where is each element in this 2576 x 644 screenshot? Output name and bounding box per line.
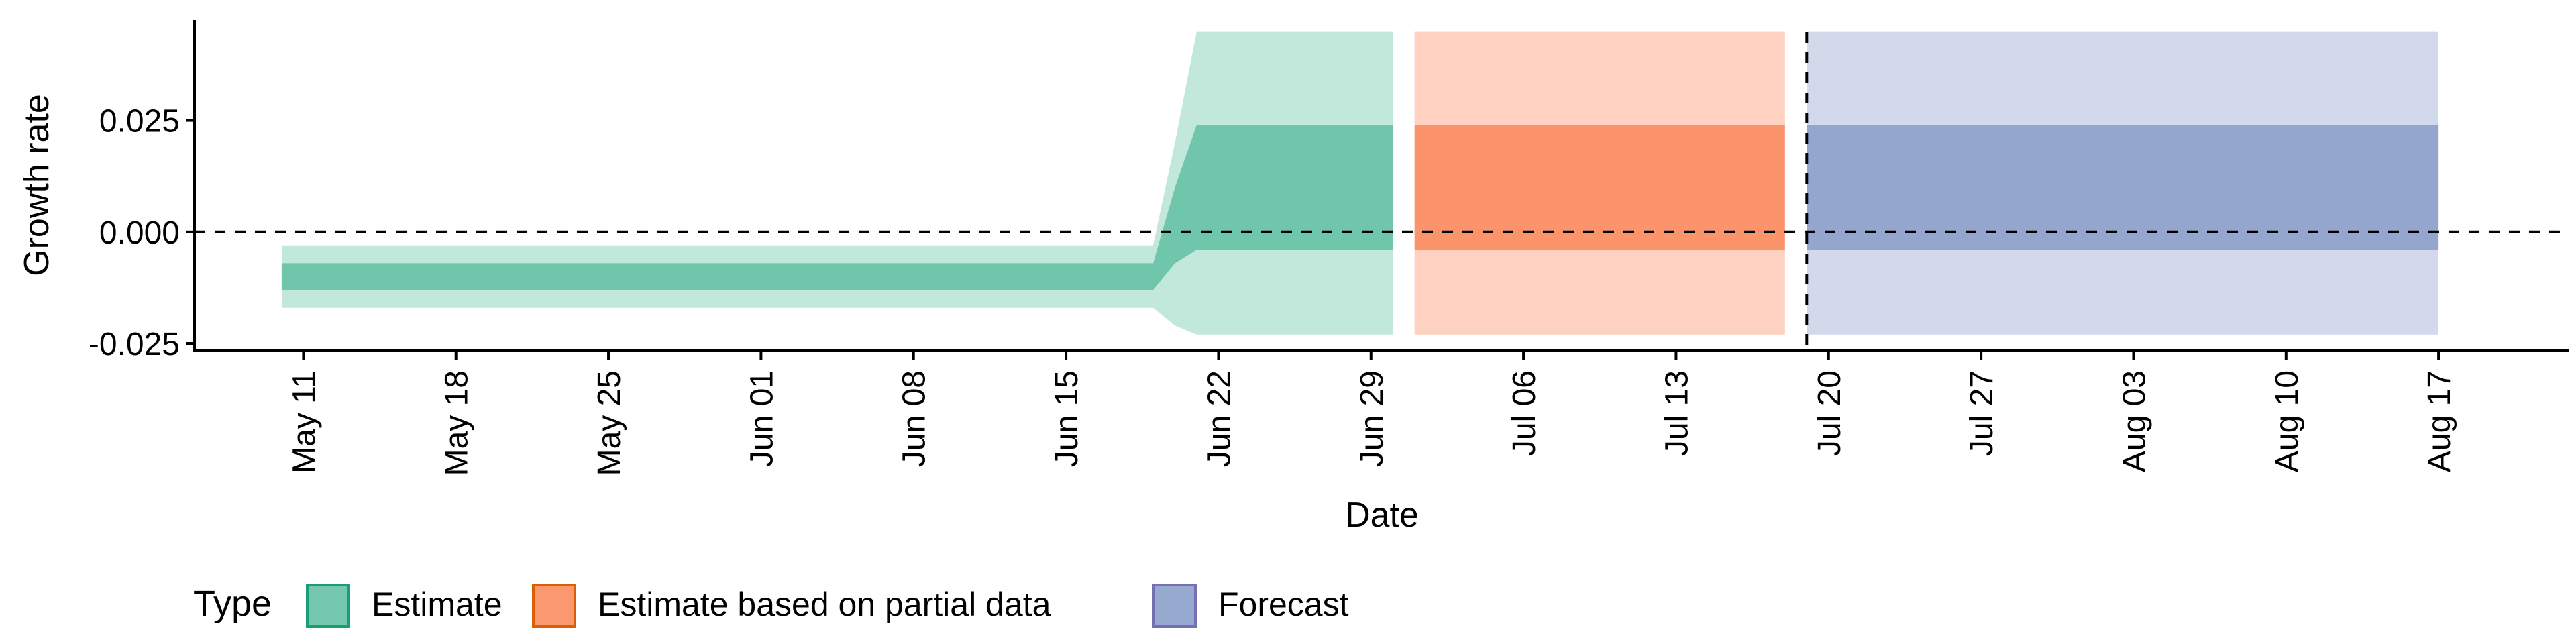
band-50-estimate-based-on-partial-data xyxy=(1414,125,1785,250)
legend-item-forecast: Forecast xyxy=(1152,584,1349,628)
x-tick-label: Jun 22 xyxy=(1201,370,1237,467)
x-tick-label: Jul 20 xyxy=(1812,370,1847,456)
x-tick-label: May 25 xyxy=(592,370,627,476)
x-tick-label: Aug 10 xyxy=(2269,370,2305,472)
band-50-forecast xyxy=(1807,125,2439,250)
legend-swatch xyxy=(532,584,576,628)
legend-title: Type xyxy=(193,584,272,624)
x-tick-label: May 18 xyxy=(439,370,475,476)
legend-swatch xyxy=(1152,584,1197,628)
y-tick-label: 0.025 xyxy=(99,104,180,140)
x-tick-label: Aug 03 xyxy=(2117,370,2153,472)
x-tick-label: Jul 27 xyxy=(1964,370,2000,456)
y-tick-label: 0.000 xyxy=(99,215,180,251)
x-ticks: May 11 May 18 May 25 Jun 01 Jun 08 Jun 15 Jun … xyxy=(286,350,2457,476)
reference-lines xyxy=(195,32,2569,350)
y-ticks: -0.025 0.000 0.025 xyxy=(89,104,195,362)
x-tick-label: Aug 17 xyxy=(2422,370,2457,472)
x-tick-label: Jul 06 xyxy=(1507,370,1542,456)
legend-label: Estimate based on partial data xyxy=(598,586,1051,623)
y-axis-label: Growth rate xyxy=(17,94,56,276)
legend-item-estimate: Estimate xyxy=(306,584,502,628)
legend-label: Forecast xyxy=(1218,586,1349,623)
x-axis-label: Date xyxy=(1345,496,1419,535)
x-tick-label: Jun 15 xyxy=(1049,370,1085,467)
legend-label: Estimate xyxy=(372,586,502,623)
band-90-estimate xyxy=(281,31,1393,335)
legend: Type Estimate Estimate based on partial d… xyxy=(193,584,1349,628)
band-50-estimate xyxy=(281,125,1393,290)
x-tick-label: Jun 01 xyxy=(744,370,780,467)
x-tick-label: Jun 08 xyxy=(897,370,932,467)
x-tick-label: May 11 xyxy=(286,370,322,474)
y-tick-label: -0.025 xyxy=(89,327,180,362)
legend-swatch xyxy=(306,584,350,628)
x-tick-label: Jul 13 xyxy=(1659,370,1695,456)
x-tick-label: Jun 29 xyxy=(1354,370,1390,467)
legend-item-estimate-based-on-partial-data: Estimate based on partial data xyxy=(532,584,1051,628)
ribbon-bands xyxy=(281,31,2439,335)
axes xyxy=(193,20,2569,352)
